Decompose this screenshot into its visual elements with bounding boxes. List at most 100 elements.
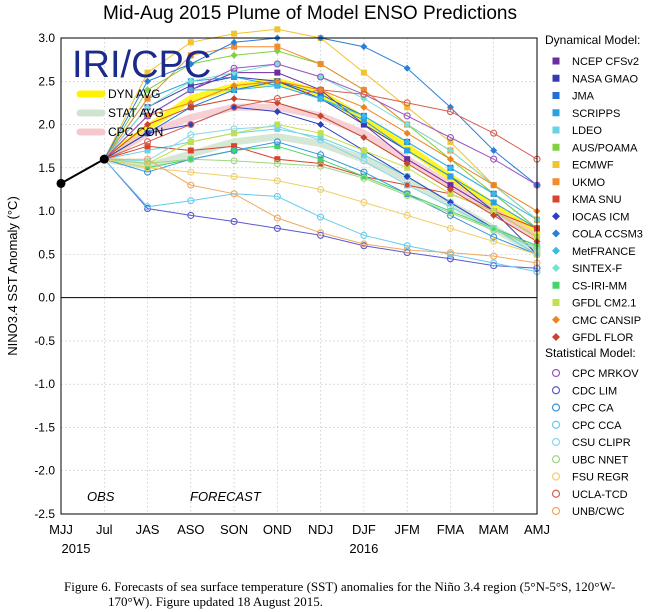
x-tick-label: AMJ <box>524 522 550 537</box>
dyn-marker <box>230 86 238 94</box>
dyn-marker <box>447 190 454 197</box>
stat-legend-swatch <box>551 455 561 464</box>
stat-marker <box>403 112 411 120</box>
dyn-marker <box>187 147 194 154</box>
stat-marker <box>143 159 152 168</box>
stat-marker <box>490 129 498 137</box>
stat-marker <box>403 211 411 219</box>
dyn-marker <box>273 82 281 90</box>
stat-marker <box>446 249 454 257</box>
dyn-marker <box>360 151 367 158</box>
dyn-legend-label: JMA <box>572 91 595 103</box>
stat-marker <box>273 214 281 222</box>
stat-marker <box>317 231 325 239</box>
dyn-legend-label: SCRIPPS <box>572 108 620 120</box>
dyn-marker <box>360 103 368 111</box>
dyn-marker <box>144 147 151 154</box>
dyn-legend-swatch <box>552 264 560 272</box>
stat-marker <box>317 151 325 159</box>
stat-legend-label: UCLA-TCD <box>572 489 628 501</box>
stat-marker <box>187 155 195 163</box>
stat-marker <box>490 252 498 260</box>
stat-marker <box>360 157 368 165</box>
dyn-marker <box>230 95 238 103</box>
stat-legend-label: CPC CCA <box>572 420 622 432</box>
stat-marker <box>143 164 152 172</box>
stat-marker <box>490 259 498 267</box>
dyn-marker <box>403 129 411 137</box>
dyn-marker <box>360 173 367 180</box>
dyn-marker <box>317 86 325 94</box>
stat-marker <box>317 73 325 81</box>
dyn-marker <box>404 190 411 197</box>
dyn-legend-swatch <box>552 333 560 341</box>
dyn-marker <box>403 138 411 146</box>
stat-marker <box>230 217 238 226</box>
dyn-legend-swatch <box>552 299 560 306</box>
stat-legend-label: CPC MRKOV <box>572 368 639 380</box>
year-label: 2015 <box>62 541 91 556</box>
dyn-marker <box>187 99 195 107</box>
dyn-marker <box>187 52 194 59</box>
dyn-legend-swatch <box>552 74 560 82</box>
model-markers <box>143 26 541 276</box>
stat-marker <box>490 233 498 241</box>
dyn-marker <box>273 60 281 68</box>
dyn-legend-swatch <box>552 246 560 255</box>
x-tick-label: MAM <box>479 522 509 537</box>
dyn-marker <box>273 77 281 85</box>
stat-marker <box>317 185 325 194</box>
stat-marker <box>187 86 195 94</box>
stat-marker <box>490 155 498 163</box>
stat-marker <box>230 103 238 111</box>
obs-point <box>99 154 109 164</box>
dyn-marker <box>360 117 367 124</box>
stat-marker <box>446 211 454 219</box>
stat-marker <box>143 138 152 146</box>
stat-marker <box>230 125 238 133</box>
stat-legend-label: CDC LIM <box>572 385 617 397</box>
stat-marker <box>490 262 498 270</box>
dyn-marker <box>403 172 411 180</box>
stat-legend-swatch <box>551 386 561 395</box>
dyn-marker <box>446 164 454 172</box>
stat-marker <box>273 224 281 232</box>
stat-marker <box>317 162 325 170</box>
dyn-marker <box>360 69 367 76</box>
dyn-marker <box>447 138 454 145</box>
dyn-legend-swatch <box>552 212 560 221</box>
chart-title: Mid-Aug 2015 Plume of Model ENSO Predict… <box>103 3 517 24</box>
year-label: 2016 <box>349 541 378 556</box>
dyn-marker <box>187 103 195 111</box>
dyn-legend-swatch <box>552 178 560 186</box>
x-tick-label: Jul <box>96 522 113 537</box>
iri-cpc-logo: IRI/CPC <box>72 44 211 86</box>
dyn-marker <box>360 147 367 154</box>
dyn-legend-label: CS-IRI-MM <box>572 280 627 292</box>
y-tick-label: 0.5 <box>38 247 55 261</box>
dyn-marker <box>404 182 411 189</box>
dyn-marker <box>231 143 238 150</box>
stat-marker <box>187 197 195 205</box>
dyn-marker <box>317 112 325 120</box>
dyn-marker <box>490 199 497 206</box>
dyn-marker <box>403 64 411 72</box>
stat-marker <box>187 168 195 176</box>
dyn-marker <box>187 82 194 89</box>
dyn-marker <box>230 38 238 46</box>
dyn-marker <box>317 121 325 129</box>
dyn-marker <box>447 182 454 189</box>
y-tick-label: 1.0 <box>38 204 55 218</box>
y-tick-label: 2.5 <box>38 74 55 88</box>
stat-marker <box>317 229 325 237</box>
dyn-legend-swatch <box>552 161 560 168</box>
y-tick-label: -0.5 <box>34 334 55 348</box>
dyn-marker <box>144 164 151 171</box>
dyn-marker <box>490 211 498 219</box>
stat-legend-label: CSU CLIPR <box>572 437 631 449</box>
stat-marker <box>446 133 454 142</box>
stat-marker <box>187 120 195 129</box>
y-axis-label: NINO3.4 SST Anomaly (°C) <box>5 196 20 356</box>
stat-legend-swatch <box>551 472 561 481</box>
dyn-marker <box>317 130 324 137</box>
